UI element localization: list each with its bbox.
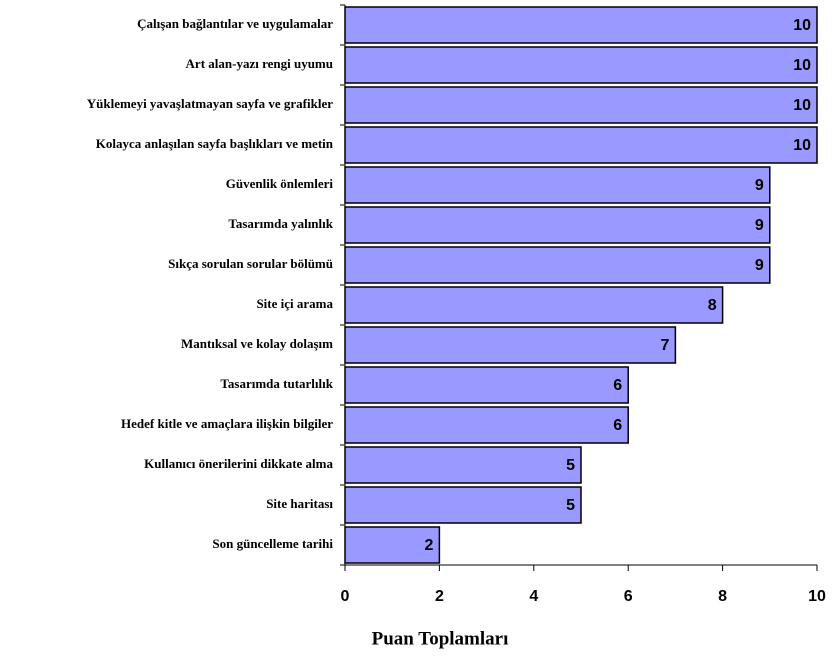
bar [344,6,818,44]
y-tick-label: Art alan-yazı rengi uyumu [186,56,333,71]
y-tick-label: Son güncelleme tarihi [212,536,333,551]
value-label: 10 [793,97,811,114]
y-tick-label: Tasarımda tutarlılık [220,376,333,391]
y-tick-label: Güvenlik önlemleri [226,176,334,191]
y-tick-label: Çalışan bağlantılar ve uygulamalar [137,16,333,31]
bar [344,326,677,364]
value-label: 6 [613,377,622,394]
y-tick-label: Site haritası [266,496,333,511]
value-label: 9 [755,177,764,194]
bar [344,286,724,324]
y-tick-label: Kullanıcı önerilerini dikkate alma [144,456,333,471]
value-label: 8 [708,297,717,314]
x-tick-label: 8 [718,588,727,605]
value-label: 6 [613,417,622,434]
x-tick-label: 6 [624,588,633,605]
bar [344,206,771,244]
y-tick-label: Kolayca anlaşılan sayfa başlıkları ve me… [96,136,334,151]
y-tick-label: Sıkça sorulan sorular bölümü [168,256,333,271]
x-tick-label: 0 [341,588,350,605]
value-label: 10 [793,57,811,74]
bar [344,166,771,204]
bar [344,406,629,444]
y-tick-label: Mantıksal ve kolay dolaşım [181,336,333,351]
x-tick-label: 4 [529,588,538,605]
bar [344,526,441,564]
value-label: 2 [424,537,433,554]
value-label: 10 [793,137,811,154]
value-label: 9 [755,257,764,274]
bar [344,86,818,124]
value-label: 9 [755,217,764,234]
y-tick-label: Hedef kitle ve amaçlara ilişkin bilgiler [121,416,333,431]
y-tick-label: Yüklemeyi yavaşlatmayan sayfa ve grafikl… [87,96,333,111]
value-label: 5 [566,497,575,514]
value-label: 7 [660,337,669,354]
x-axis-label: Puan Toplamları [372,628,509,649]
y-tick-label: Site içi arama [256,296,333,311]
bar [344,366,629,404]
value-label: 5 [566,457,575,474]
bar [344,126,818,164]
y-tick-label: Tasarımda yalınlık [228,216,333,231]
x-tick-label: 10 [808,588,826,605]
x-tick-label: 2 [435,588,444,605]
bar [344,46,818,84]
bar [344,246,771,284]
bar [344,486,582,524]
bar [344,446,582,484]
value-label: 10 [793,17,811,34]
